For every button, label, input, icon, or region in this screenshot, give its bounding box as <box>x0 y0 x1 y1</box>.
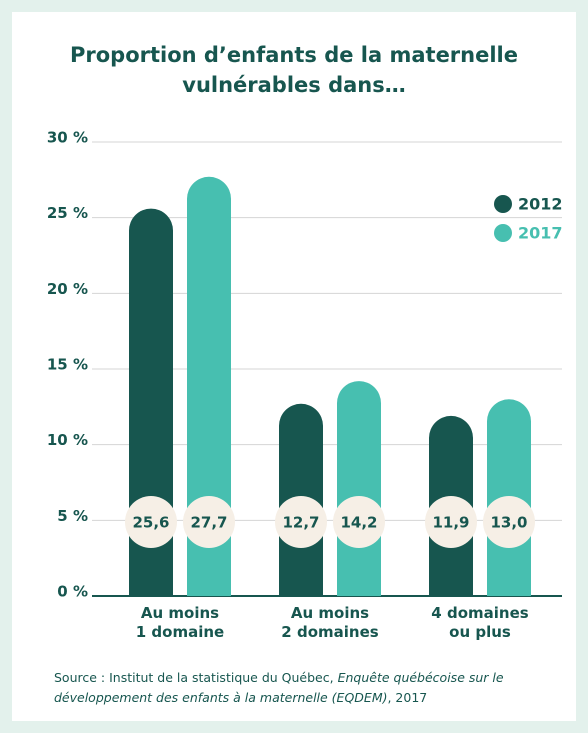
y-tick-label: 30 % <box>47 129 88 147</box>
bar <box>337 381 381 596</box>
value-label: 27,7 <box>190 514 227 532</box>
value-label: 11,9 <box>432 514 469 532</box>
y-tick-label: 0 % <box>57 583 88 601</box>
value-label: 13,0 <box>490 514 527 532</box>
legend-label: 2017 <box>518 224 563 243</box>
source-year: , 2017 <box>387 690 428 705</box>
x-tick-label: Au moins 2 domaines <box>281 604 379 641</box>
source-text: Source : Institut de la statistique du Q… <box>54 670 338 685</box>
value-label: 25,6 <box>132 514 169 532</box>
y-tick-label: 25 % <box>47 204 88 222</box>
value-label: 14,2 <box>340 514 377 532</box>
value-badge <box>125 496 177 548</box>
y-tick-label: 15 % <box>47 356 88 374</box>
y-tick-label: 5 % <box>57 507 88 525</box>
value-badge <box>275 496 327 548</box>
source-note: Source : Institut de la statistique du Q… <box>54 668 554 708</box>
legend-swatch <box>494 195 512 213</box>
value-badge <box>333 496 385 548</box>
x-tick-label: Au moins 1 domaine <box>135 604 225 641</box>
value-label: 12,7 <box>282 514 319 532</box>
legend-label: 2012 <box>518 195 563 214</box>
x-tick-label: 4 domaines ou plus <box>431 604 529 641</box>
panel <box>12 12 576 721</box>
y-tick-label: 20 % <box>47 280 88 298</box>
y-tick-label: 10 % <box>47 431 88 449</box>
value-badge <box>183 496 235 548</box>
source-publication: Enquête québécoise sur le développement … <box>54 670 504 705</box>
bar <box>187 176 231 596</box>
legend-swatch <box>494 224 512 242</box>
value-badge <box>425 496 477 548</box>
value-badge <box>483 496 535 548</box>
chart-title: Proportion d’enfants de la maternelle vu… <box>69 43 518 97</box>
